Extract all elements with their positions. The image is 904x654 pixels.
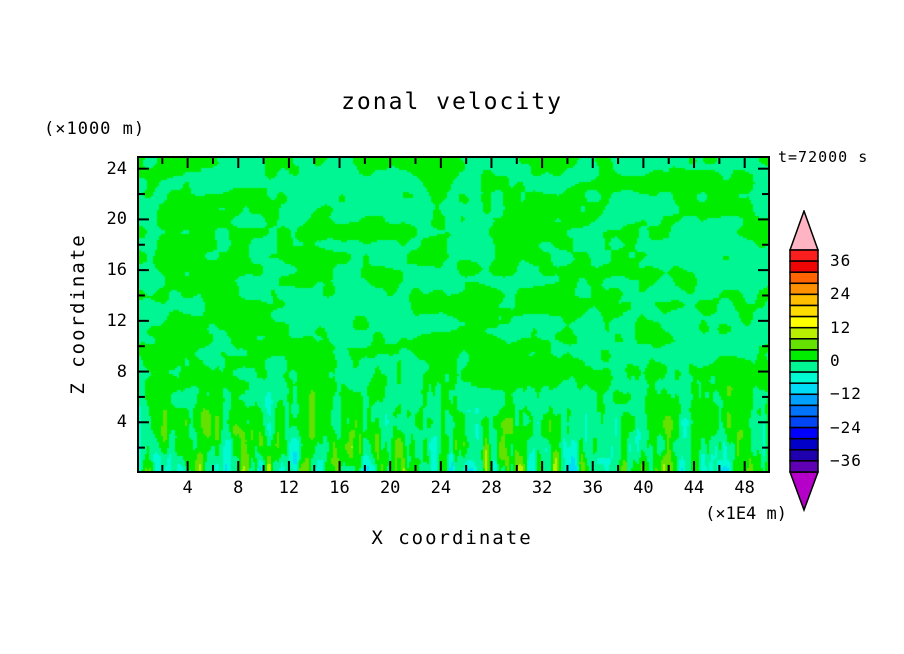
colorbar-tick-label: 0 xyxy=(830,351,841,370)
colorbar-segment xyxy=(789,315,819,329)
time-annotation: t=72000 s xyxy=(778,148,869,166)
x-axis-title: X coordinate xyxy=(371,527,533,549)
colorbar-tick-label: −24 xyxy=(830,417,862,437)
y-axis-unit: (×1000 m) xyxy=(44,119,146,139)
y-tick-label: 16 xyxy=(106,260,127,281)
y-tick-label: 24 xyxy=(106,158,127,179)
contour-field-canvas xyxy=(139,158,768,471)
colorbar-segment xyxy=(789,249,819,262)
plot-title: zonal velocity xyxy=(341,89,563,115)
x-tick-label: 36 xyxy=(582,478,603,498)
colorbar-segment xyxy=(789,415,819,429)
colorbar-tick-label: −12 xyxy=(830,384,862,404)
x-tick-label: 28 xyxy=(481,478,502,498)
plot-border xyxy=(137,156,770,473)
colorbar-segment xyxy=(789,404,819,418)
y-tick-label: 4 xyxy=(116,412,127,433)
colorbar-tick-label: 36 xyxy=(830,251,852,271)
colorbar xyxy=(788,210,820,512)
colorbar-over-arrow xyxy=(788,210,820,251)
y-tick-label: 8 xyxy=(116,361,127,382)
x-tick-label: 44 xyxy=(683,478,705,498)
plot-frame-ticks xyxy=(137,156,770,473)
x-tick-label: 48 xyxy=(734,478,755,498)
x-tick-label: 4 xyxy=(182,478,193,498)
colorbar-segment xyxy=(789,426,819,440)
colorbar-segment xyxy=(789,393,819,407)
x-tick-label: 40 xyxy=(633,478,654,498)
colorbar-segment xyxy=(789,260,819,273)
x-tick-label: 16 xyxy=(329,478,350,498)
colorbar-segment xyxy=(789,382,819,396)
colorbar-tick-label: 12 xyxy=(830,317,852,337)
colorbar-segment xyxy=(789,360,819,373)
x-tick-label: 12 xyxy=(278,478,300,498)
y-tick-label: 12 xyxy=(106,310,127,331)
colorbar-segment xyxy=(789,371,819,384)
x-tick-label: 32 xyxy=(531,478,553,498)
colorbar-under-arrow xyxy=(788,471,820,512)
colorbar-segment xyxy=(789,338,819,351)
x-axis-unit: (×1E4 m) xyxy=(705,504,787,524)
colorbar-segment xyxy=(789,460,819,473)
colorbar-segment xyxy=(789,437,819,451)
colorbar-segment xyxy=(789,326,819,340)
x-tick-label: 8 xyxy=(233,478,244,498)
colorbar-segment xyxy=(789,282,819,296)
colorbar-tick-label: −36 xyxy=(830,450,862,470)
y-tick-label: 20 xyxy=(106,209,127,230)
colorbar-segment xyxy=(789,304,819,318)
colorbar-tick-label: 24 xyxy=(830,284,852,304)
colorbar-segment xyxy=(789,271,819,285)
plot-area xyxy=(137,156,770,473)
colorbar-segment xyxy=(789,449,819,462)
colorbar-segment xyxy=(789,349,819,362)
x-tick-label: 20 xyxy=(379,478,401,498)
x-tick-label: 24 xyxy=(430,478,452,498)
colorbar-segment xyxy=(789,293,819,307)
